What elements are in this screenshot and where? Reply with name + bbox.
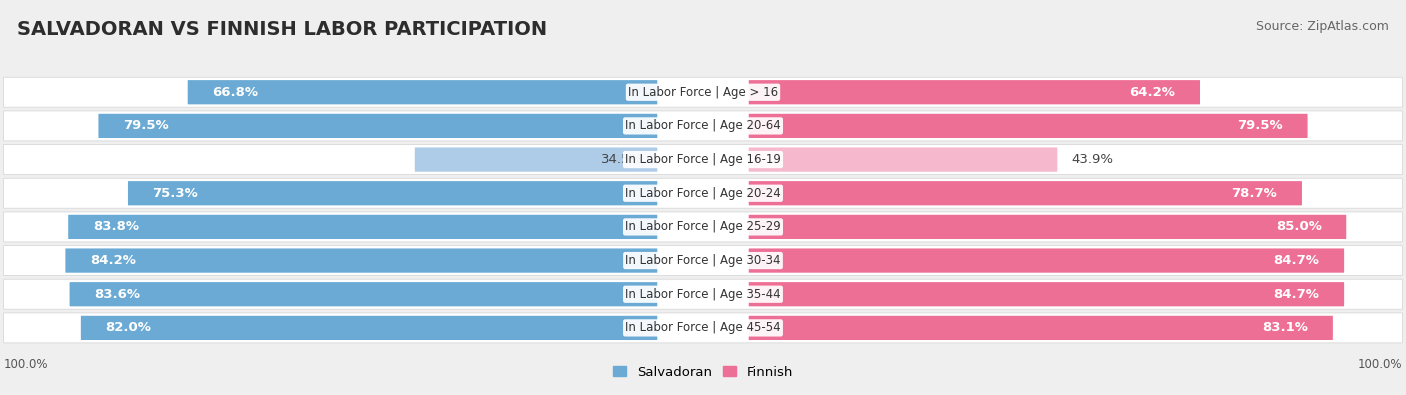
FancyBboxPatch shape: [749, 181, 1302, 205]
Text: 100.0%: 100.0%: [3, 358, 48, 371]
FancyBboxPatch shape: [749, 147, 1057, 172]
Text: In Labor Force | Age 45-54: In Labor Force | Age 45-54: [626, 322, 780, 335]
Text: In Labor Force | Age 25-29: In Labor Force | Age 25-29: [626, 220, 780, 233]
Text: 83.1%: 83.1%: [1263, 322, 1308, 335]
Text: 43.9%: 43.9%: [1071, 153, 1114, 166]
Text: In Labor Force | Age 20-64: In Labor Force | Age 20-64: [626, 119, 780, 132]
Text: 83.6%: 83.6%: [94, 288, 141, 301]
FancyBboxPatch shape: [69, 282, 657, 307]
FancyBboxPatch shape: [3, 279, 1403, 309]
Text: In Labor Force | Age 16-19: In Labor Force | Age 16-19: [626, 153, 780, 166]
Text: 83.8%: 83.8%: [93, 220, 139, 233]
FancyBboxPatch shape: [3, 145, 1403, 175]
FancyBboxPatch shape: [749, 215, 1347, 239]
FancyBboxPatch shape: [3, 111, 1403, 141]
Text: 84.7%: 84.7%: [1274, 288, 1319, 301]
Text: 82.0%: 82.0%: [105, 322, 152, 335]
Text: SALVADORAN VS FINNISH LABOR PARTICIPATION: SALVADORAN VS FINNISH LABOR PARTICIPATIO…: [17, 20, 547, 39]
Text: 66.8%: 66.8%: [212, 86, 259, 99]
Legend: Salvadoran, Finnish: Salvadoran, Finnish: [613, 365, 793, 378]
Text: 34.5%: 34.5%: [602, 153, 644, 166]
FancyBboxPatch shape: [69, 215, 657, 239]
FancyBboxPatch shape: [749, 248, 1344, 273]
Text: In Labor Force | Age 20-24: In Labor Force | Age 20-24: [626, 187, 780, 200]
Text: 85.0%: 85.0%: [1275, 220, 1322, 233]
Text: 100.0%: 100.0%: [1358, 358, 1403, 371]
Text: 84.2%: 84.2%: [90, 254, 136, 267]
FancyBboxPatch shape: [749, 316, 1333, 340]
Text: 79.5%: 79.5%: [124, 119, 169, 132]
Text: In Labor Force | Age 30-34: In Labor Force | Age 30-34: [626, 254, 780, 267]
FancyBboxPatch shape: [3, 178, 1403, 208]
FancyBboxPatch shape: [3, 313, 1403, 343]
Text: 75.3%: 75.3%: [153, 187, 198, 200]
FancyBboxPatch shape: [128, 181, 657, 205]
Text: Source: ZipAtlas.com: Source: ZipAtlas.com: [1256, 20, 1389, 33]
FancyBboxPatch shape: [82, 316, 657, 340]
FancyBboxPatch shape: [749, 114, 1308, 138]
Text: 84.7%: 84.7%: [1274, 254, 1319, 267]
FancyBboxPatch shape: [749, 80, 1201, 104]
Text: In Labor Force | Age > 16: In Labor Force | Age > 16: [628, 86, 778, 99]
FancyBboxPatch shape: [3, 212, 1403, 242]
Text: 64.2%: 64.2%: [1129, 86, 1175, 99]
FancyBboxPatch shape: [98, 114, 657, 138]
FancyBboxPatch shape: [3, 246, 1403, 276]
FancyBboxPatch shape: [65, 248, 657, 273]
FancyBboxPatch shape: [749, 282, 1344, 307]
FancyBboxPatch shape: [415, 147, 657, 172]
Text: In Labor Force | Age 35-44: In Labor Force | Age 35-44: [626, 288, 780, 301]
FancyBboxPatch shape: [3, 77, 1403, 107]
Text: 79.5%: 79.5%: [1237, 119, 1282, 132]
FancyBboxPatch shape: [188, 80, 657, 104]
Text: 78.7%: 78.7%: [1232, 187, 1278, 200]
